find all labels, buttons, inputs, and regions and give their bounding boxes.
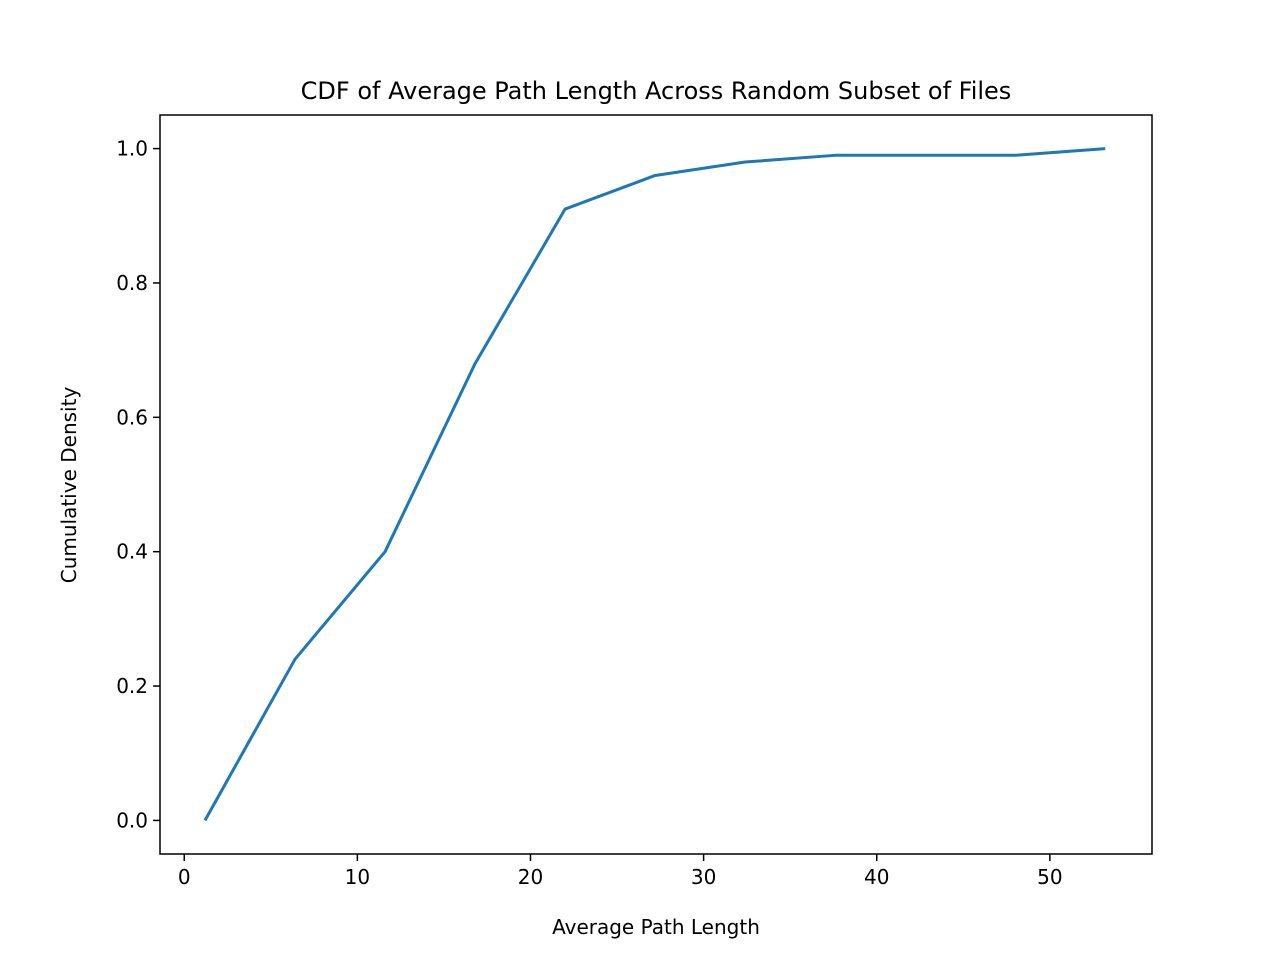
x-tick-label: 20 (518, 865, 543, 889)
series-line (203, 147, 1106, 822)
x-tick-label: 30 (691, 865, 716, 889)
x-tick-label: 40 (864, 865, 889, 889)
y-tick-label: 0.6 (116, 405, 148, 429)
y-tick-label: 1.0 (116, 137, 148, 161)
plot-area (203, 147, 1106, 822)
y-tick-label: 0.2 (116, 674, 148, 698)
y-tick-label: 0.4 (116, 540, 148, 564)
chart-title: CDF of Average Path Length Across Random… (301, 77, 1012, 105)
axes-frame (159, 114, 1153, 855)
y-tick-label: 0.8 (116, 271, 148, 295)
x-tick-label: 0 (178, 865, 191, 889)
y-axis-label: Cumulative Density (57, 387, 81, 584)
x-tick-label: 50 (1037, 865, 1062, 889)
axis-ticks: 0 10 20 30 40 50 0.0 0.2 0.4 0.6 0.8 1.0 (116, 137, 1062, 889)
x-axis-label: Average Path Length (552, 915, 760, 939)
x-tick-label: 10 (345, 865, 370, 889)
y-tick-label: 0.0 (116, 808, 148, 832)
